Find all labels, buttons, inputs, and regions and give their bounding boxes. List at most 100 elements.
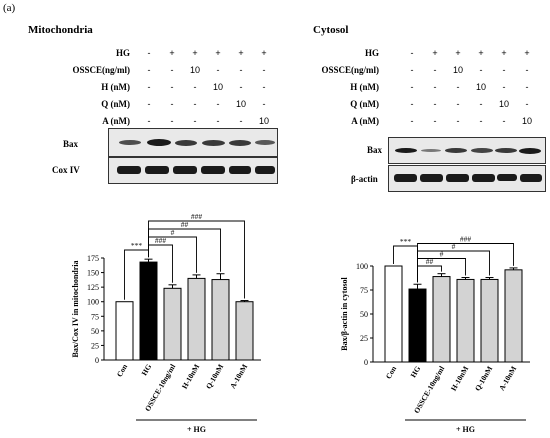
y-tick-label: 125 [87, 283, 99, 292]
right-cond-label-q: Q (nM) [350, 99, 379, 109]
left-cond-r3-c1: - [170, 99, 174, 109]
left-cond-r0-c3: + [215, 48, 221, 58]
right-cond-label-h: H (nM) [350, 82, 379, 92]
left-coxiv-blot [108, 157, 278, 184]
significance-bracket [148, 220, 245, 299]
left-cond-r0-c4: + [238, 48, 244, 58]
bar-3 [456, 278, 475, 363]
left-cond-r0-c5: + [261, 48, 267, 58]
left-cond-r4-c2: - [193, 116, 197, 126]
right-cond-r0-c5: + [524, 48, 530, 58]
left-cond-r0-c2: + [192, 48, 198, 58]
x-tick-label-5: A-10nM [228, 363, 249, 391]
x-tick-label-4: Q-10nM [473, 365, 494, 393]
right-cond-r4-c4: - [502, 116, 506, 126]
right-cond-r3-c3: - [479, 99, 483, 109]
group-label: + HG [187, 425, 206, 434]
right-bax-blot [388, 137, 546, 164]
left-cond-r1-c5: - [262, 65, 266, 75]
significance-label: *** [400, 237, 412, 246]
right-cond-r2-c3: 10 [475, 82, 486, 92]
y-tick-label: 0 [364, 358, 368, 367]
right-cond-r2-c0: - [410, 82, 414, 92]
left-cond-r3-c4: 10 [235, 99, 246, 109]
x-tick-label-5: A-10nM [497, 365, 518, 393]
right-cond-r2-c5: - [525, 82, 529, 92]
right-cond-r1-c2: 10 [452, 65, 463, 75]
y-tick-label: 75 [91, 312, 99, 321]
x-tick-label-4: Q-10nM [204, 363, 225, 391]
right-cond-r2-c1: - [433, 82, 437, 92]
y-tick-label: 25 [360, 334, 368, 343]
left-bax-blot [108, 128, 278, 157]
left-cond-r0-c1: + [169, 48, 175, 58]
y-tick-label: 75 [360, 286, 368, 295]
right-cond-r3-c5: - [525, 99, 529, 109]
y-tick-label: 50 [360, 310, 368, 319]
y-tick-label: 150 [87, 269, 99, 278]
left-cond-r4-c5: 10 [258, 116, 269, 126]
right-cond-r4-c1: - [433, 116, 437, 126]
significance-label: ### [191, 212, 203, 221]
left-cond-r4-c3: - [216, 116, 220, 126]
left-cond-r2-c5: - [262, 82, 266, 92]
significance-label: ### [155, 236, 167, 245]
left-cond-r0-c0: - [147, 48, 151, 58]
left-cond-label-a: A (nM) [102, 116, 130, 126]
y-tick-label: 50 [91, 327, 99, 336]
significance-bracket [417, 250, 490, 283]
significance-label: ## [426, 257, 434, 266]
right-panel-title: Cytosol [313, 24, 349, 36]
right-cond-r4-c2: - [456, 116, 460, 126]
right-cond-label-a: A (nM) [351, 116, 379, 126]
right-cond-r0-c4: + [501, 48, 507, 58]
y-tick-label: 100 [87, 298, 99, 307]
left-cond-r3-c0: - [147, 99, 151, 109]
group-label: + HG [456, 425, 475, 434]
right-cond-r0-c0: - [410, 48, 414, 58]
panel-label: (a) [3, 2, 16, 14]
left-cond-r1-c0: - [147, 65, 151, 75]
left-cond-r2-c3: 10 [212, 82, 223, 92]
bar-2 [432, 276, 451, 363]
right-cond-r0-c1: + [432, 48, 438, 58]
x-tick-label-0: Con [115, 362, 130, 379]
significance-label: # [440, 250, 444, 259]
right-cond-r4-c3: - [479, 116, 483, 126]
x-tick-label-3: H-10nM [180, 363, 201, 391]
left-panel-title: Mitochondria [28, 24, 93, 36]
right-cond-r3-c0: - [410, 99, 414, 109]
left-cond-r1-c3: - [216, 65, 220, 75]
significance-label: # [171, 228, 175, 237]
bar-3 [187, 277, 206, 361]
right-cond-r1-c5: - [525, 65, 529, 75]
right-cond-r4-c0: - [410, 116, 414, 126]
right-cond-label-hg: HG [364, 48, 379, 58]
right-cond-r3-c1: - [433, 99, 437, 109]
right-cond-r3-c2: - [456, 99, 460, 109]
right-cond-r0-c2: + [455, 48, 461, 58]
right-cond-label-ossce: OSSCE(ng/ml) [321, 65, 379, 75]
left-cond-r2-c2: - [193, 82, 197, 92]
bar-4 [211, 279, 230, 361]
left-bar-chart: 0 25 50 75 100 125 150 175 Bax/Cox IV in mitocho… [71, 212, 261, 434]
left-cond-r4-c4: - [239, 116, 243, 126]
left-blot-label-coxiv: Cox IV [52, 165, 80, 175]
left-cond-r3-c3: - [216, 99, 220, 109]
bar-0 [384, 265, 403, 363]
left-cond-r2-c4: - [239, 82, 243, 92]
left-cond-label-hg: HG [115, 48, 130, 58]
left-cond-label-ossce: OSSCE(ng/ml) [72, 65, 130, 75]
left-cond-r4-c1: - [170, 116, 174, 126]
bar-5 [235, 301, 254, 361]
bar-0 [115, 301, 134, 361]
left-cond-r1-c2: 10 [189, 65, 200, 75]
significance-label: *** [131, 241, 143, 250]
right-cond-r1-c0: - [410, 65, 414, 75]
bar-1 [139, 261, 158, 361]
significance-label: # [452, 242, 456, 251]
y-tick-label: 25 [91, 341, 99, 350]
x-tick-label-1: HG [409, 364, 423, 379]
y-tick-label: 0 [95, 356, 99, 365]
right-cond-r1-c3: - [479, 65, 483, 75]
